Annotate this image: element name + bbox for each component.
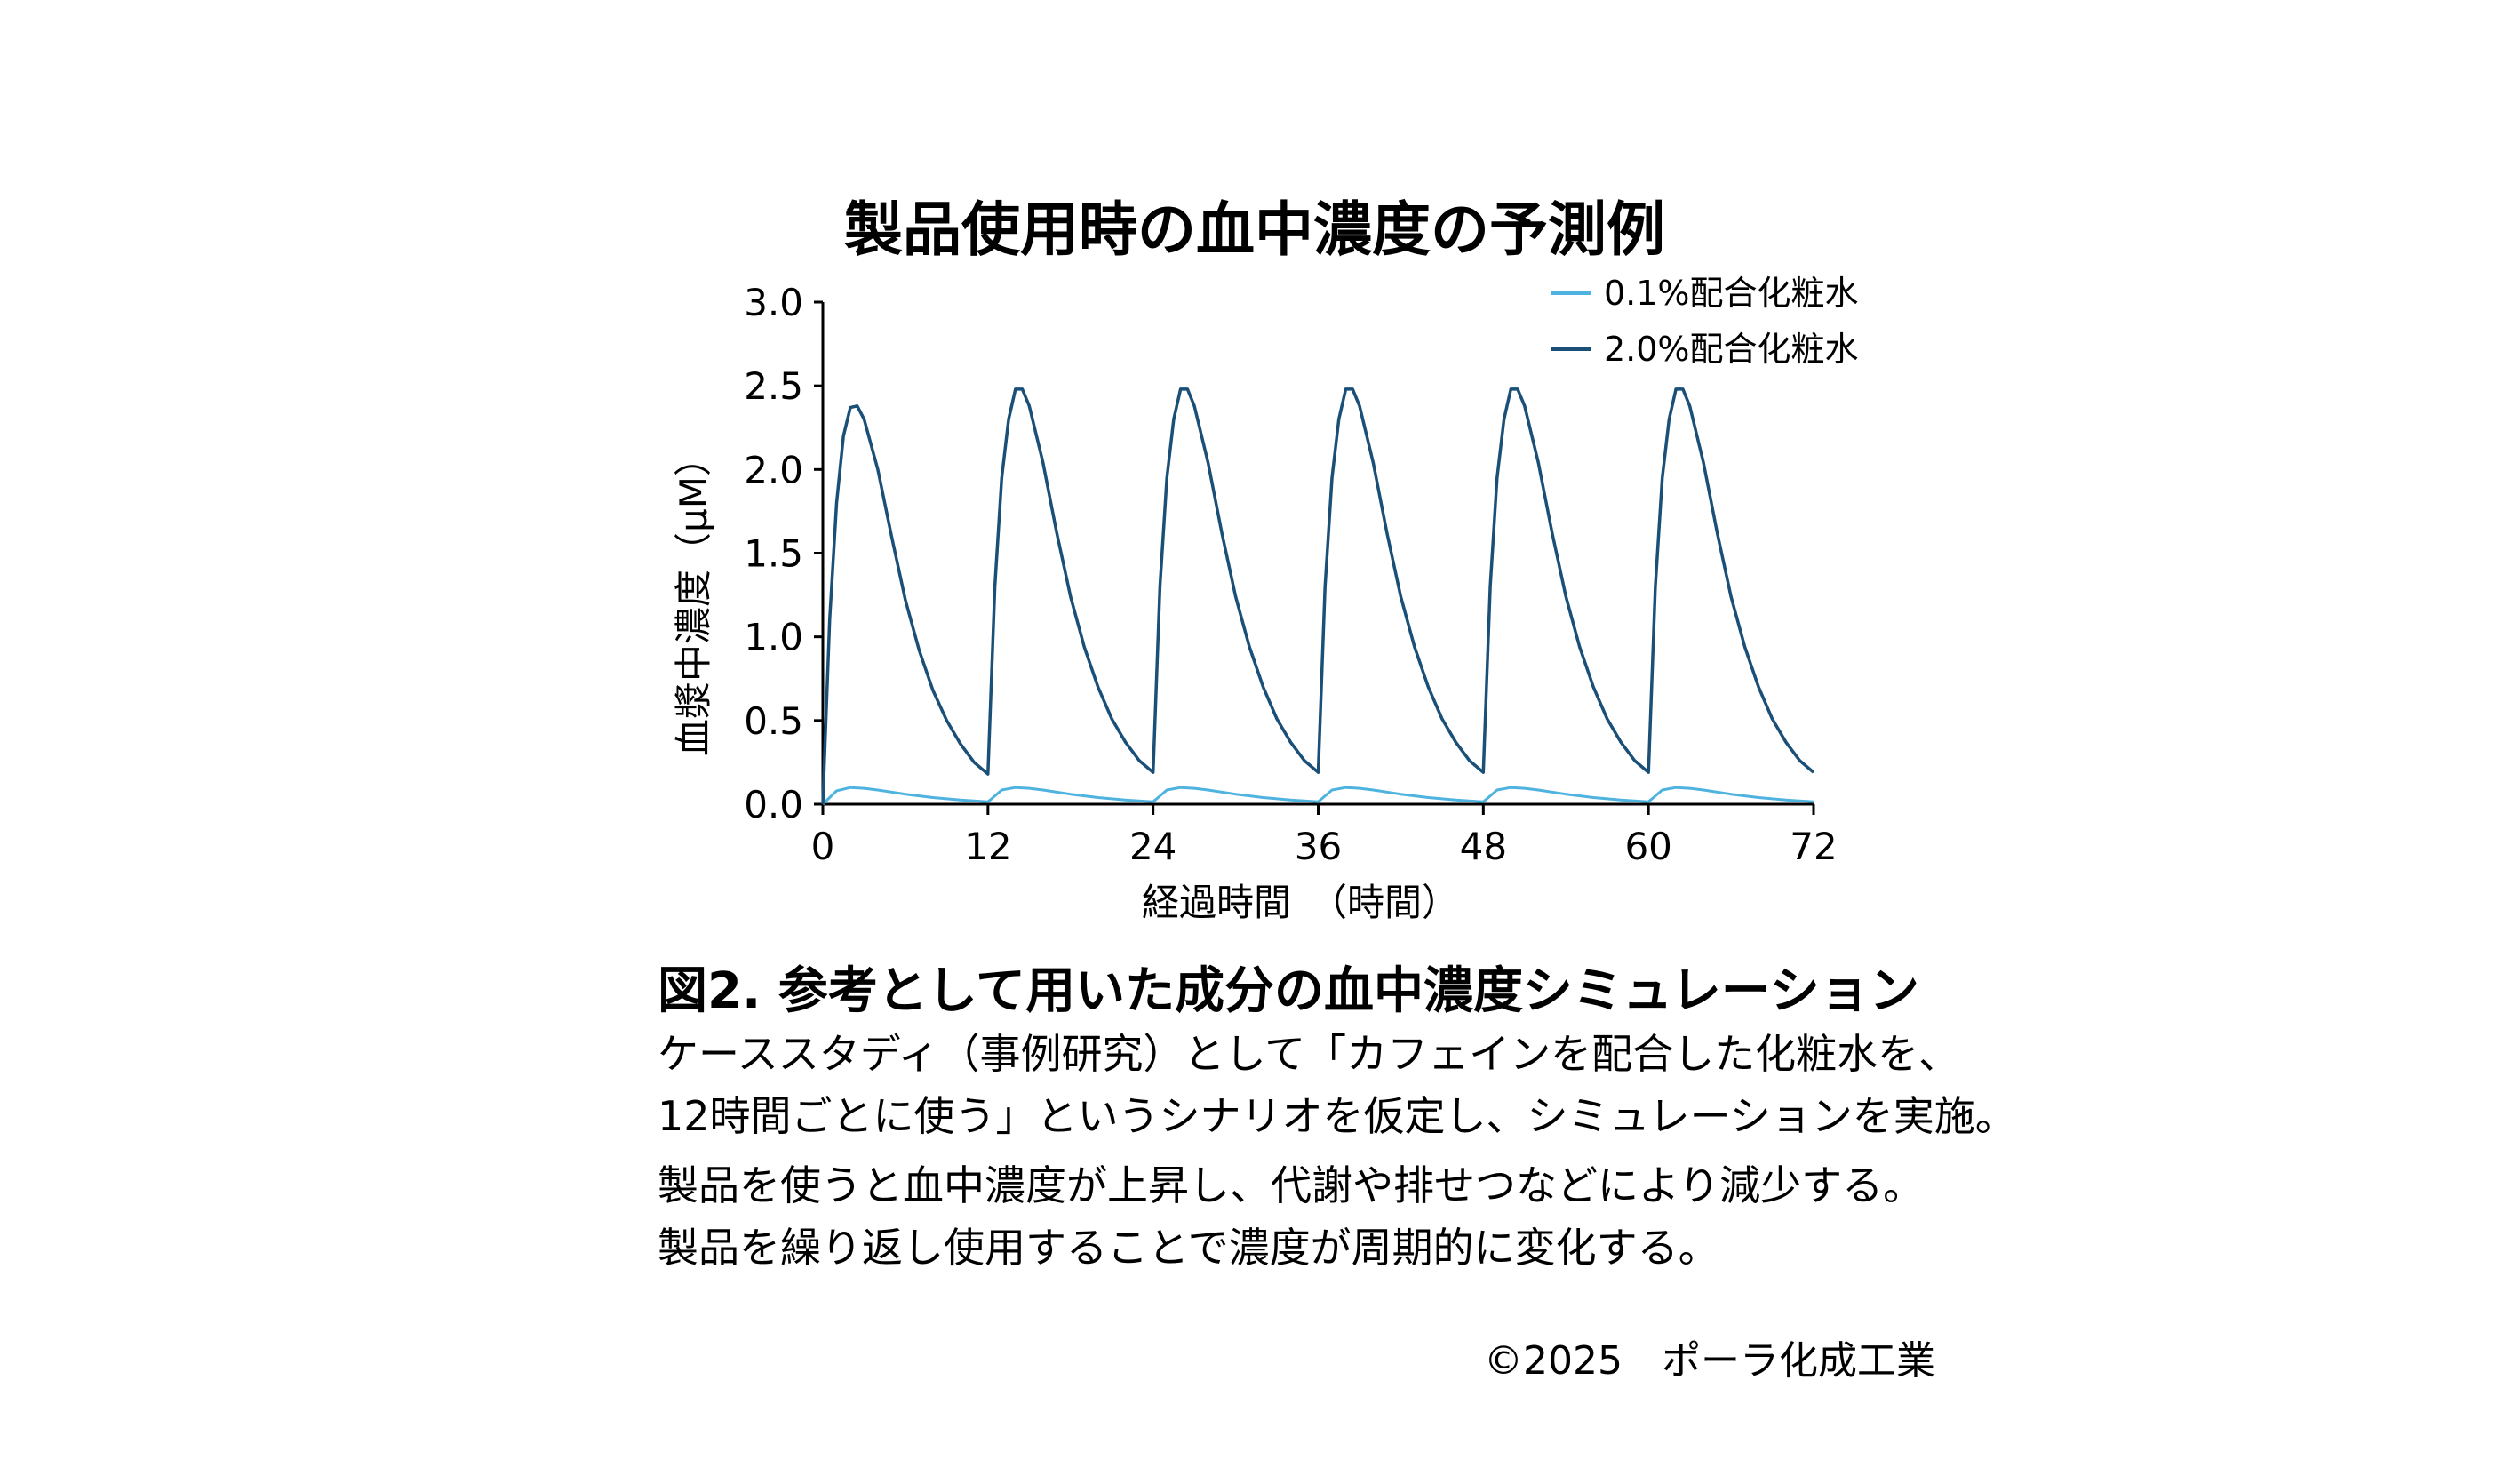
x-tick-label: 0: [811, 825, 835, 868]
legend: 0.1%配合化粧水 2.0%配合化粧水: [1551, 274, 1859, 369]
x-tick-label: 72: [1790, 825, 1837, 868]
caption-line-1: ケーススタディ（事例研究）として「カフェインを配合した化粧水を、: [658, 1030, 1960, 1078]
y-tick-label: 0.0: [744, 783, 803, 826]
x-tick-label: 36: [1295, 825, 1342, 868]
y-tick-label: 2.5: [744, 364, 803, 408]
chart-title: 製品使用時の血中濃度の予測例: [844, 195, 1665, 264]
y-tick-label: 2.0: [744, 448, 803, 491]
x-tick-label: 24: [1129, 825, 1176, 868]
legend-label: 0.1%配合化粧水: [1604, 274, 1859, 313]
caption-line-4: 製品を繰り返し使用することで濃度が周期的に変化する。: [658, 1224, 1719, 1272]
y-tick-label: 0.5: [744, 699, 803, 743]
x-tick-label: 48: [1460, 825, 1507, 868]
y-tick-label: 3.0: [744, 281, 803, 324]
y-axis-label: 血漿中濃度（μM）: [672, 439, 715, 756]
x-axis-label: 経過時間 （時間）: [1142, 881, 1459, 924]
x-tick-label: 60: [1624, 825, 1671, 868]
legend-label: 2.0%配合化粧水: [1604, 330, 1859, 369]
series-line-2: [821, 387, 1815, 805]
series-line-1: [821, 786, 1814, 806]
caption-line-2: 12時間ごとに使う」というシナリオを仮定し、シミュレーションを実施。: [658, 1092, 2016, 1140]
series-lines: [821, 387, 1815, 806]
y-tick-label: 1.0: [744, 616, 803, 659]
figure-caption-title: 図2. 参考として用いた成分の血中濃度シミュレーション: [658, 962, 1919, 1020]
copyright-notice: ©2025 ポーラ化成工業: [1484, 1338, 1935, 1384]
axes: 0.0 0.5 1.0 1.5 2.0 2.5 3.0 0 12 24 36 48 60 72: [744, 281, 1838, 868]
y-tick-label: 1.5: [744, 532, 803, 576]
caption-line-3: 製品を使うと血中濃度が上昇し、代謝や排せつなどにより減少する。: [658, 1161, 1925, 1209]
x-tick-label: 12: [964, 825, 1011, 868]
